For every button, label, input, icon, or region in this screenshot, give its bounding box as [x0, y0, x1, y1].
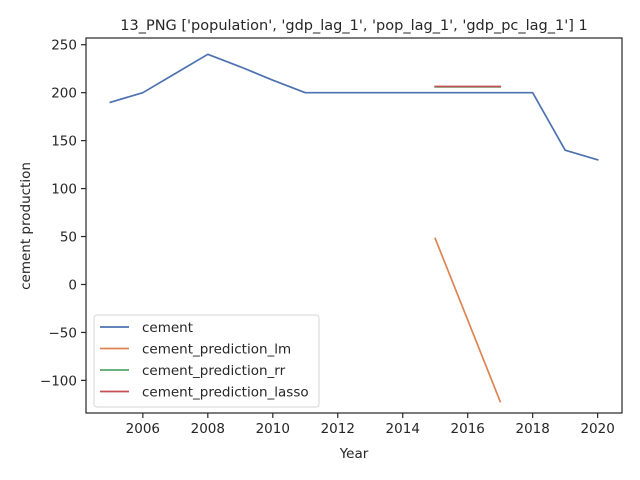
- x-tick-label: 2016: [451, 421, 485, 437]
- x-tick-label: 2006: [126, 421, 160, 437]
- y-tick-label: 150: [51, 134, 77, 150]
- legend-label: cement: [142, 320, 193, 336]
- legend-box: [93, 314, 320, 408]
- y-tick-label: −50: [49, 325, 78, 341]
- y-tick-label: 200: [51, 86, 77, 102]
- legend-label: cement_prediction_lasso: [142, 385, 309, 401]
- series-line-cement: [109, 53, 599, 161]
- y-tick-label: 50: [60, 230, 77, 246]
- series-lines: [109, 53, 599, 403]
- y-tick-label: 0: [68, 277, 77, 293]
- x-tick-label: 2020: [580, 421, 614, 437]
- x-axis: 2006 2008 2010 2012 2014 2016 2018 2020: [126, 413, 615, 437]
- y-tick-label: −100: [40, 373, 77, 389]
- x-tick-label: 2012: [321, 421, 355, 437]
- y-axis: −100 −50 0 50 100 150 200 250: [40, 38, 86, 389]
- x-tick-label: 2018: [515, 421, 549, 437]
- x-tick-label: 2010: [256, 421, 290, 437]
- series-line-cement-prediction-lm: [434, 237, 502, 403]
- legend-label: cement_prediction_lm: [142, 342, 291, 358]
- legend: cement cement_prediction_lm cement_predict…: [93, 314, 320, 408]
- plot-frame: [85, 37, 623, 414]
- y-tick-label: 250: [51, 38, 77, 54]
- x-tick-label: 2008: [191, 421, 225, 437]
- chart-title: 13_PNG ['population', 'gdp_lag_1', 'pop_…: [120, 18, 587, 34]
- y-axis-label: cement production: [18, 162, 34, 290]
- x-axis-label: Year: [339, 446, 369, 462]
- x-tick-label: 2014: [386, 421, 420, 437]
- legend-label: cement_prediction_rr: [142, 363, 286, 379]
- y-tick-label: 100: [51, 182, 77, 198]
